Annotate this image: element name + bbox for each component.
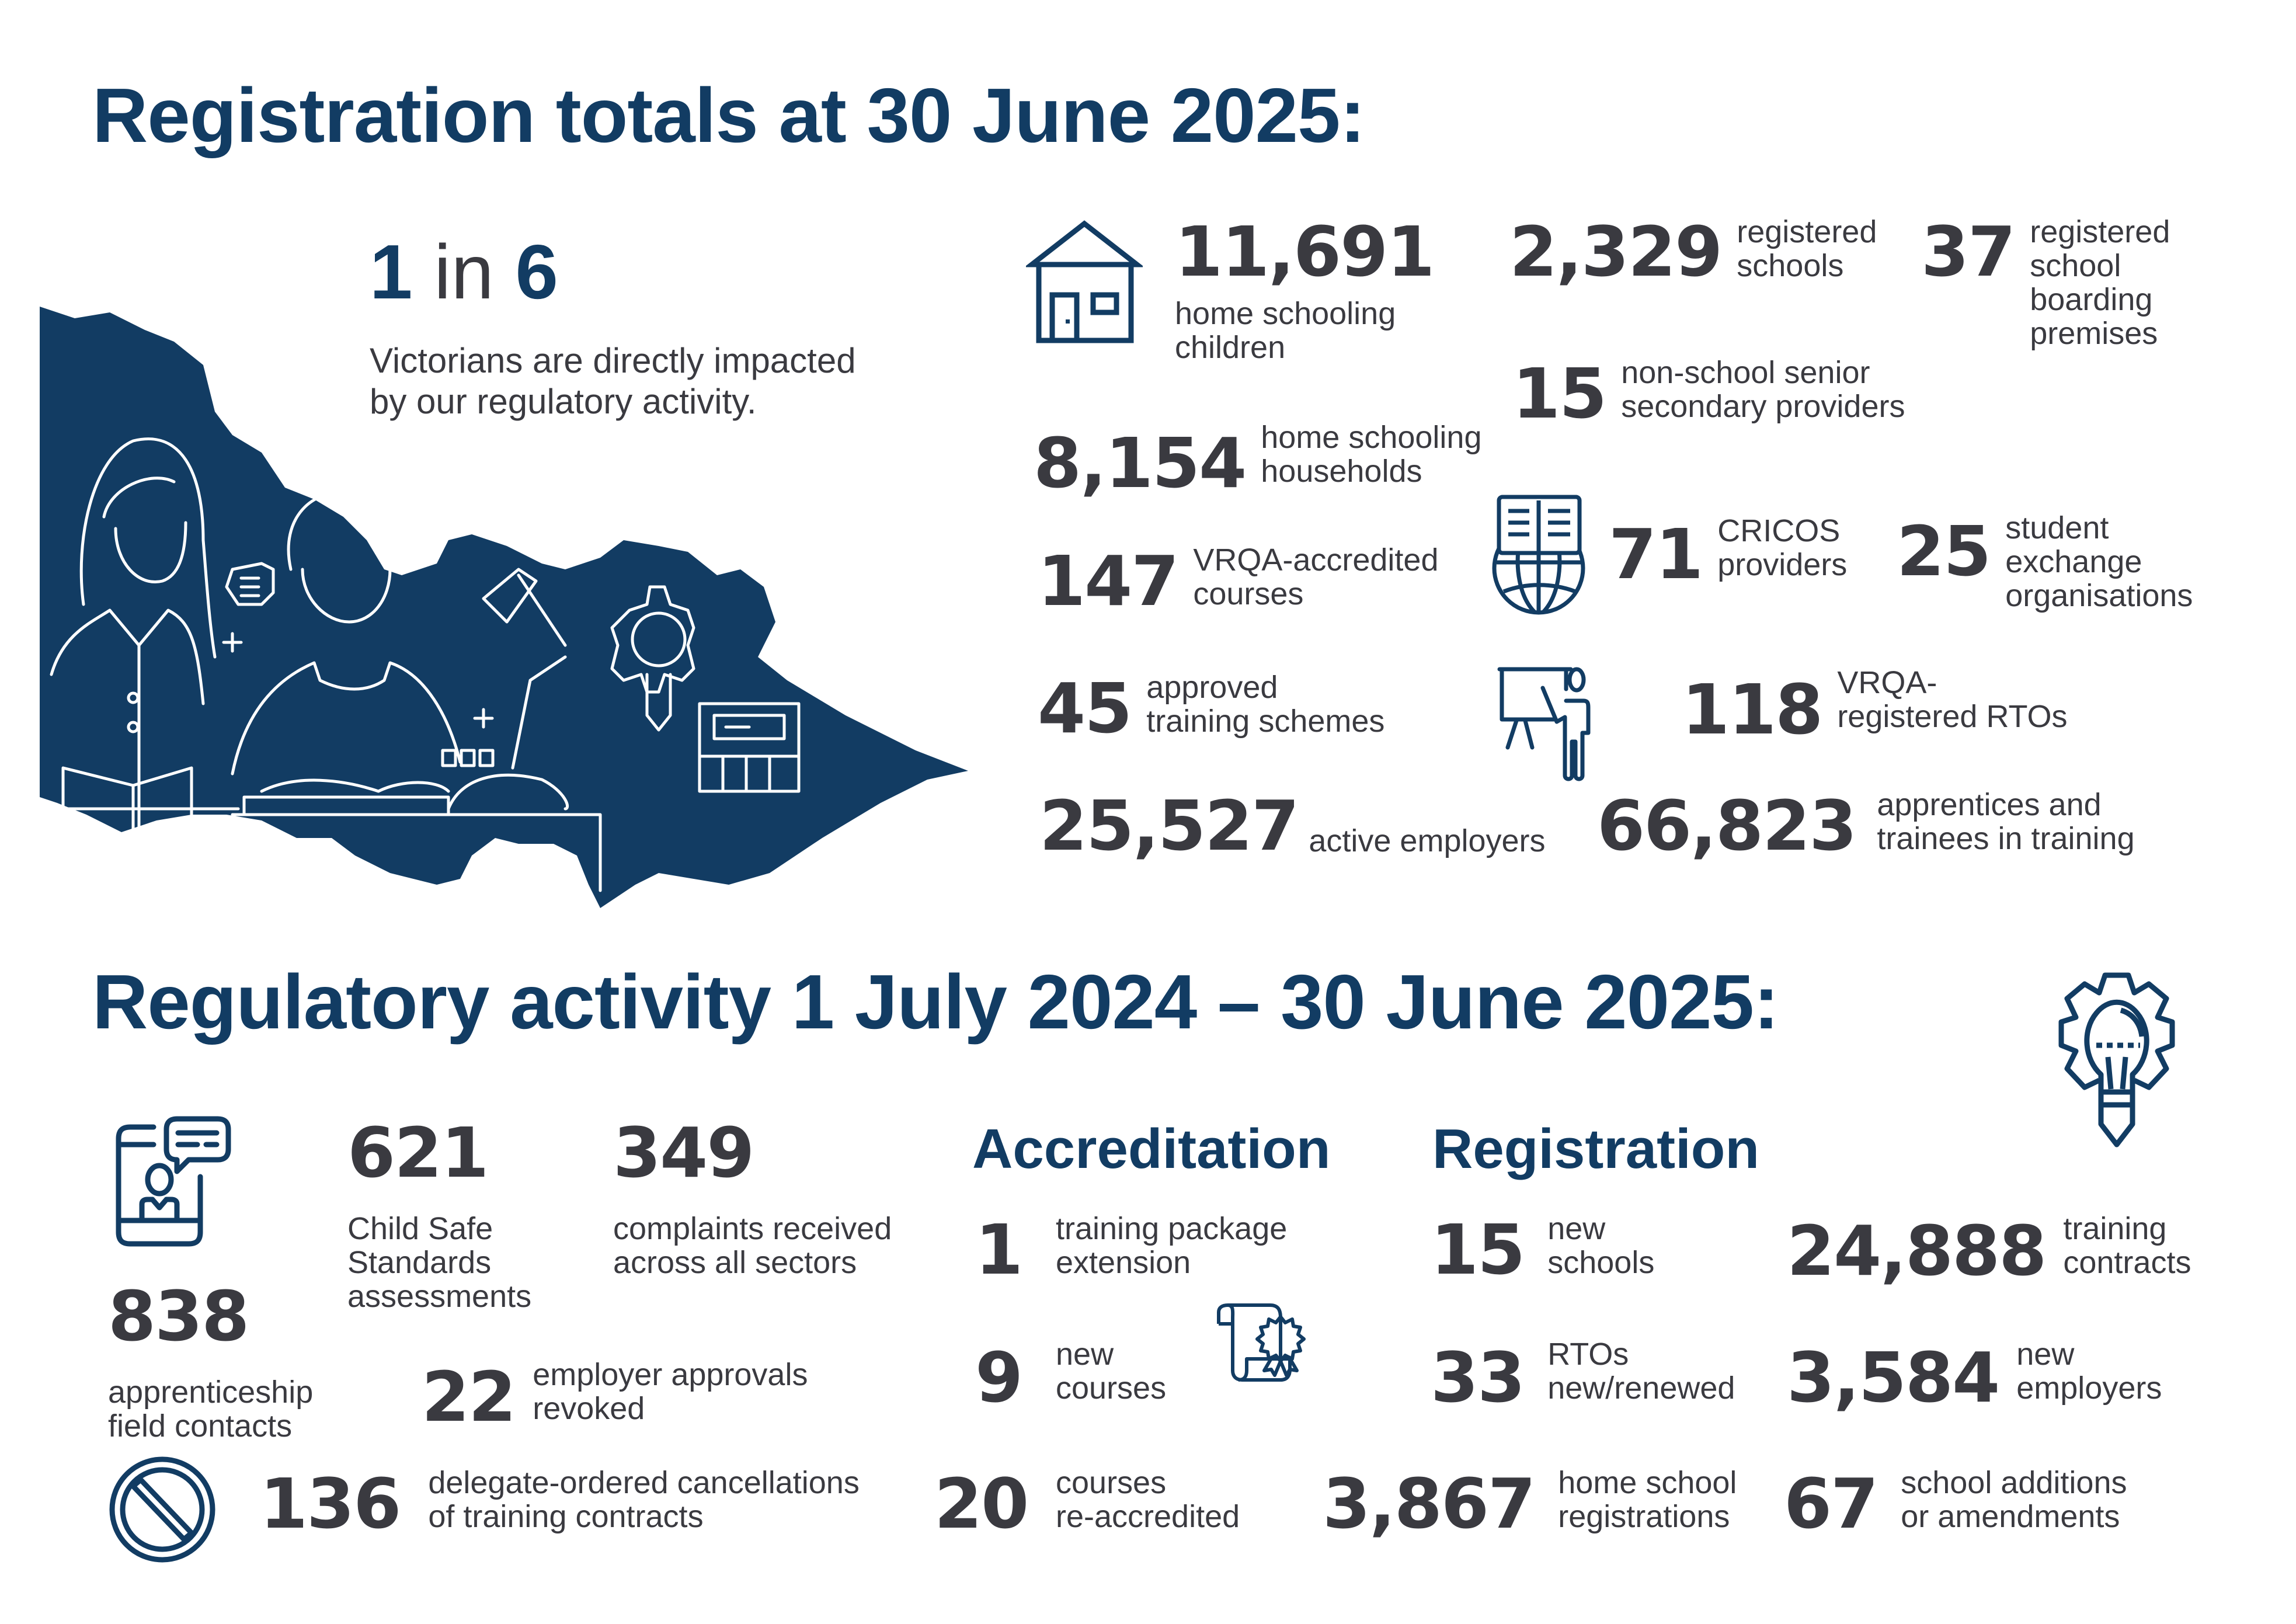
- stat-label: student exchange organisations: [2005, 510, 2193, 613]
- stat-value: 24,888: [1787, 1211, 2047, 1291]
- stat-label: registered schools: [1737, 214, 1877, 283]
- stat-home-schooling-households: 8,154 home schooling households: [1034, 420, 1482, 498]
- gear-lightbulb-icon: [2050, 964, 2213, 1156]
- stat-value: 349: [613, 1112, 754, 1193]
- stat-value: 25,527: [1039, 785, 1299, 866]
- stat-registered-schools: 2,329 registered schools: [1509, 211, 1877, 292]
- stat-label: apprenticeship field contacts: [108, 1375, 314, 1444]
- stat-new-schools: 15 new schools: [1431, 1212, 1654, 1284]
- prohibited-icon: [107, 1454, 218, 1565]
- stat-label: Child Safe Standards assessments: [347, 1211, 532, 1314]
- stat-label: new courses: [1056, 1337, 1167, 1406]
- stat-value: 838: [108, 1276, 249, 1357]
- stat-training-contracts: 24,888 training contracts: [1787, 1212, 2191, 1285]
- stat-value: 15: [1512, 353, 1607, 434]
- phone-chat-person-icon: [113, 1115, 235, 1250]
- stat-value: 66,823: [1597, 785, 1857, 866]
- stat-complaints-received: 349 complaints received across all secto…: [613, 1118, 892, 1279]
- stat-cricos-providers: 71 CRICOS providers: [1609, 514, 1847, 589]
- stat-value: 621: [347, 1112, 489, 1193]
- stat-approved-training-schemes: 45 approved training schemes: [1038, 670, 1384, 743]
- impact-description: Victorians are directly impacted by our …: [370, 340, 856, 422]
- stat-student-exchange-organisations: 25 student exchange organisations: [1897, 511, 2193, 613]
- regulatory-activity-title: Regulatory activity 1 July 2024 – 30 Jun…: [92, 959, 1779, 1045]
- registration-heading: Registration: [1432, 1118, 1760, 1180]
- stat-employer-approvals-revoked: 22 employer approvals revoked: [422, 1358, 808, 1431]
- stat-non-school-senior-secondary: 15 non-school senior secondary providers: [1512, 353, 1905, 434]
- stat-value: 45: [1038, 668, 1132, 749]
- stat-label: home schooling households: [1261, 420, 1482, 489]
- book-globe-icon: [1491, 492, 1590, 615]
- stat-vrqa-accredited-courses: 147 VRQA-accredited courses: [1038, 543, 1439, 615]
- stat-school-additions-amendments: 67 school additions or amendments: [1784, 1466, 2127, 1538]
- stat-value: 37: [1921, 211, 2016, 292]
- stat-value: 67: [1784, 1463, 1878, 1544]
- stat-delegate-ordered-cancellations: 136 delegate-ordered cancellations of tr…: [260, 1466, 860, 1538]
- stat-active-employers: 25,527 active employers: [1039, 791, 1546, 860]
- house-icon: [1026, 219, 1143, 347]
- stat-value: 20: [934, 1463, 1029, 1544]
- stat-value: 3,867: [1323, 1463, 1536, 1544]
- stat-value: 1: [975, 1209, 1023, 1290]
- stat-child-safe-assessments: 621 Child Safe Standards assessments: [347, 1118, 531, 1313]
- stat-label: VRQA- registered RTOs: [1837, 665, 2068, 734]
- stat-label: approved training schemes: [1146, 670, 1385, 739]
- stat-apprenticeship-field-contacts: 838 apprenticeship field contacts: [108, 1282, 313, 1443]
- registration-totals-title: Registration totals at 30 June 2025:: [92, 72, 1365, 158]
- stat-label: home school registrations: [1558, 1465, 1737, 1534]
- stat-value: 2,329: [1509, 211, 1723, 292]
- stat-value: 25: [1897, 511, 1991, 592]
- stat-label: complaints received across all sectors: [613, 1211, 892, 1280]
- stat-value: 8,154: [1034, 423, 1247, 503]
- stat-label: new schools: [1547, 1211, 1655, 1280]
- stat-label: registered school boarding premises: [2030, 214, 2170, 351]
- stat-vrqa-registered-rtos: 118 VRQA- registered RTOs: [1682, 666, 2068, 744]
- stat-courses-re-accredited: 20 courses re-accredited: [934, 1466, 1240, 1538]
- stat-label: courses re-accredited: [1056, 1465, 1240, 1534]
- stat-value: 33: [1431, 1337, 1525, 1418]
- stat-training-package-extension: 1 training package extension: [969, 1212, 1287, 1284]
- stat-value: 118: [1682, 669, 1823, 750]
- stat-label: RTOs new/renewed: [1547, 1337, 1735, 1406]
- accreditation-heading: Accreditation: [972, 1118, 1331, 1180]
- stat-new-courses: 9 new courses: [969, 1337, 1166, 1412]
- stat-value: 3,584: [1787, 1337, 2000, 1418]
- stat-rtos-new-renewed: 33 RTOs new/renewed: [1431, 1337, 1735, 1412]
- stat-value: 15: [1431, 1209, 1525, 1290]
- stat-apprentices-trainees: 66,823 apprentices and trainees in train…: [1597, 785, 2135, 866]
- stat-value: 136: [260, 1463, 401, 1544]
- stat-label: training package extension: [1056, 1211, 1288, 1280]
- stat-label: new employers: [2016, 1337, 2162, 1406]
- victoria-map-illustration: [38, 281, 974, 923]
- stat-home-schooling-children: 11,691 home schooling children: [1175, 211, 1435, 365]
- stat-home-school-registrations: 3,867 home school registrations: [1323, 1466, 1737, 1538]
- certificate-scroll-icon: [1217, 1303, 1346, 1382]
- ratio-mid: in: [412, 229, 516, 315]
- stat-label: VRQA-accredited courses: [1193, 543, 1439, 611]
- stat-new-employers: 3,584 new employers: [1787, 1337, 2162, 1412]
- stat-label: apprentices and trainees in training: [1877, 787, 2135, 856]
- stat-label: CRICOS providers: [1717, 513, 1848, 582]
- stat-label: non-school senior secondary providers: [1621, 355, 1905, 424]
- stat-value: 147: [1038, 541, 1179, 621]
- stat-value: 22: [422, 1357, 516, 1437]
- stat-label: school additions or amendments: [1901, 1465, 2127, 1534]
- impact-line-2: by our regulatory activity.: [370, 382, 757, 421]
- impact-line-1: Victorians are directly impacted: [370, 341, 856, 380]
- stat-boarding-premises: 37 registered school boarding premises: [1921, 211, 2170, 351]
- stat-label: employer approvals revoked: [533, 1357, 808, 1426]
- stat-label: home schooling children: [1175, 296, 1396, 365]
- ratio-last: 6: [515, 229, 558, 315]
- ratio-first: 1: [370, 229, 413, 315]
- stat-label: training contracts: [2063, 1211, 2191, 1280]
- stat-label: active employers: [1309, 823, 1546, 858]
- impact-ratio: 1 in 6: [370, 234, 558, 311]
- stat-label: delegate-ordered cancellations of traini…: [428, 1465, 860, 1534]
- teacher-whiteboard-icon: [1496, 666, 1601, 783]
- stat-value: 11,691: [1175, 211, 1435, 292]
- stat-value: 71: [1609, 514, 1703, 594]
- stat-value: 9: [975, 1337, 1023, 1418]
